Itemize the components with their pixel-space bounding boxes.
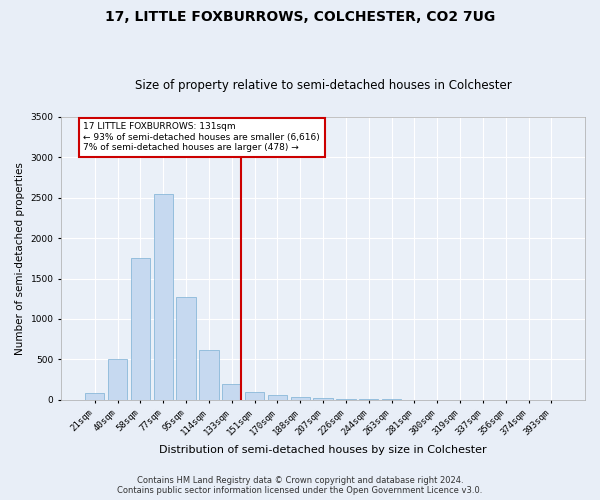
- Bar: [290, 396, 310, 400]
- Text: 17, LITTLE FOXBURROWS, COLCHESTER, CO2 7UG: 17, LITTLE FOXBURROWS, COLCHESTER, CO2 7…: [105, 10, 495, 24]
- Bar: [336, 399, 356, 400]
- Bar: [222, 384, 241, 400]
- Text: Contains HM Land Registry data © Crown copyright and database right 2024.
Contai: Contains HM Land Registry data © Crown c…: [118, 476, 482, 495]
- Bar: [108, 360, 127, 400]
- Bar: [131, 258, 150, 400]
- Bar: [313, 398, 333, 400]
- Bar: [154, 194, 173, 400]
- Bar: [268, 395, 287, 400]
- Bar: [199, 350, 218, 400]
- Bar: [85, 394, 104, 400]
- X-axis label: Distribution of semi-detached houses by size in Colchester: Distribution of semi-detached houses by …: [159, 445, 487, 455]
- Bar: [245, 392, 264, 400]
- Text: 17 LITTLE FOXBURROWS: 131sqm
← 93% of semi-detached houses are smaller (6,616)
7: 17 LITTLE FOXBURROWS: 131sqm ← 93% of se…: [83, 122, 320, 152]
- Y-axis label: Number of semi-detached properties: Number of semi-detached properties: [15, 162, 25, 355]
- Bar: [176, 297, 196, 400]
- Title: Size of property relative to semi-detached houses in Colchester: Size of property relative to semi-detach…: [135, 79, 511, 92]
